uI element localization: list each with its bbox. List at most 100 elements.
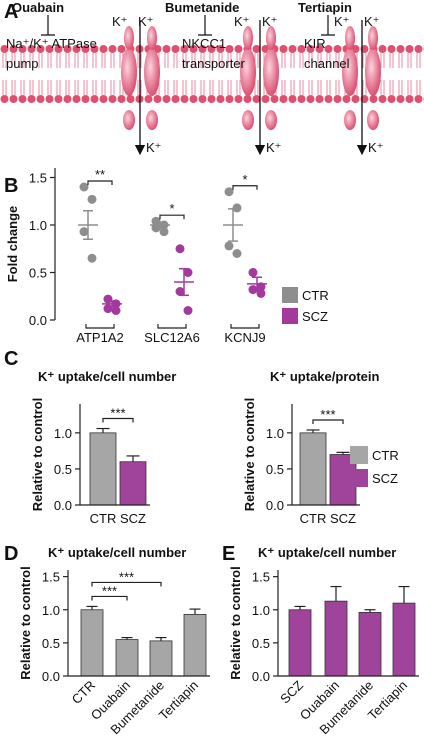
data-point	[87, 194, 97, 204]
ion-label: K⁺	[146, 140, 162, 155]
target-name: channel	[304, 56, 350, 71]
significance-bracket	[159, 214, 185, 220]
y-tick-label: 1.5	[252, 570, 270, 585]
bar	[358, 612, 382, 677]
x-tick-label: SCZ	[120, 511, 146, 526]
panel-label: D	[4, 543, 18, 565]
panel-label: E	[222, 543, 235, 565]
data-point	[151, 216, 161, 226]
x-tick-label: KCNJ9	[224, 330, 265, 345]
y-tick-label: 0.5	[29, 266, 47, 281]
significance-label: **	[95, 167, 105, 182]
significance-bracket	[91, 595, 128, 601]
significance-bracket	[312, 419, 344, 424]
significance-bracket	[232, 185, 258, 190]
significance-label: ***	[119, 569, 134, 584]
target-name: KIR	[304, 36, 326, 51]
ion-label: K⁺	[112, 14, 128, 29]
target-name: transporter	[182, 56, 246, 71]
significance-label: ***	[102, 583, 117, 598]
x-tick-label: ATP1A2	[76, 330, 123, 345]
data-point	[248, 285, 258, 295]
legend-swatch	[350, 446, 368, 464]
ion-label: K⁺	[334, 14, 350, 29]
drug-name: Tertiapin	[298, 0, 352, 15]
data-point	[248, 268, 258, 277]
legend-label: SCZ	[302, 309, 328, 324]
ion-label: K⁺	[368, 140, 384, 155]
y-axis-label: Relative to control	[18, 566, 33, 679]
bar	[288, 609, 312, 677]
data-point	[79, 182, 89, 192]
legend-swatch	[282, 308, 298, 324]
target-name: pump	[6, 56, 39, 71]
bar	[392, 602, 416, 677]
data-point	[175, 244, 185, 254]
y-tick-label: 1.0	[42, 603, 60, 618]
bar	[299, 432, 327, 506]
x-tick-label: SLC12A6	[144, 330, 200, 345]
ion-label: K⁺	[262, 14, 278, 29]
y-tick-label: 0.0	[266, 498, 284, 513]
x-tick-label: SCZ	[277, 677, 306, 706]
bar	[115, 639, 139, 677]
x-tick-label: CTR	[90, 511, 117, 526]
drug-name: Bumetanide	[165, 0, 239, 15]
legend-label: CTR	[372, 448, 399, 463]
data-point	[103, 294, 113, 304]
data-point	[175, 287, 185, 296]
chart-title: K⁺ uptake/cell number	[48, 545, 186, 560]
chart-title: K⁺ uptake/protein	[270, 369, 379, 384]
y-axis-label: Relative to control	[242, 398, 257, 511]
data-point	[159, 227, 169, 237]
y-tick-label: 1.0	[29, 218, 47, 233]
bar	[183, 613, 207, 677]
data-point	[103, 304, 113, 314]
significance-label: *	[169, 201, 174, 216]
y-tick-label: 0.5	[42, 636, 60, 651]
y-tick-label: 0.0	[252, 669, 270, 684]
data-point	[183, 268, 193, 277]
target-name: Na⁺/K⁺ ATPase	[6, 36, 97, 51]
bar	[149, 640, 173, 677]
significance-bracket	[102, 417, 134, 423]
y-tick-label: 1.0	[54, 426, 72, 441]
y-tick-label: 0.5	[252, 636, 270, 651]
legend-label: CTR	[302, 288, 329, 303]
category-bracket	[85, 324, 115, 329]
data-point	[111, 306, 121, 315]
ion-label: K⁺	[138, 14, 154, 29]
data-point	[232, 249, 242, 258]
x-tick-label: CTR	[300, 511, 327, 526]
category-bracket	[230, 324, 260, 329]
legend-label: SCZ	[372, 471, 398, 486]
chart-title: K⁺ uptake/cell number	[38, 369, 176, 384]
data-point	[183, 306, 193, 315]
y-axis-label: Fold change	[5, 206, 20, 283]
data-point	[232, 203, 242, 213]
bar	[119, 461, 147, 506]
legend-swatch	[282, 287, 298, 303]
panel-label: A	[4, 1, 18, 23]
significance-label: ***	[320, 407, 335, 422]
significance-label: ***	[110, 406, 125, 421]
bar	[89, 432, 117, 506]
membrane-diagram	[0, 15, 424, 156]
y-tick-label: 0.0	[42, 669, 60, 684]
y-tick-label: 1.5	[42, 570, 60, 585]
legend-swatch	[350, 469, 368, 487]
panel-label: C	[4, 348, 18, 370]
y-tick-label: 1.5	[29, 171, 47, 186]
y-tick-label: 0.0	[54, 498, 72, 513]
ion-labels: K⁺ K⁺ K⁺ K⁺ K⁺ K⁺ K⁺ K⁺ K⁺	[112, 14, 384, 155]
significance-bracket	[91, 581, 162, 587]
ion-label: K⁺	[266, 140, 282, 155]
y-axis-label: Relative to control	[30, 398, 45, 511]
drug-name: Ouabain	[12, 0, 64, 15]
data-point	[79, 227, 89, 237]
significance-label: *	[242, 172, 247, 187]
chart-title: K⁺ uptake/cell number	[258, 545, 396, 560]
ion-label: K⁺	[364, 14, 380, 29]
y-tick-label: 0.5	[54, 462, 72, 477]
panel-label: B	[4, 175, 18, 197]
